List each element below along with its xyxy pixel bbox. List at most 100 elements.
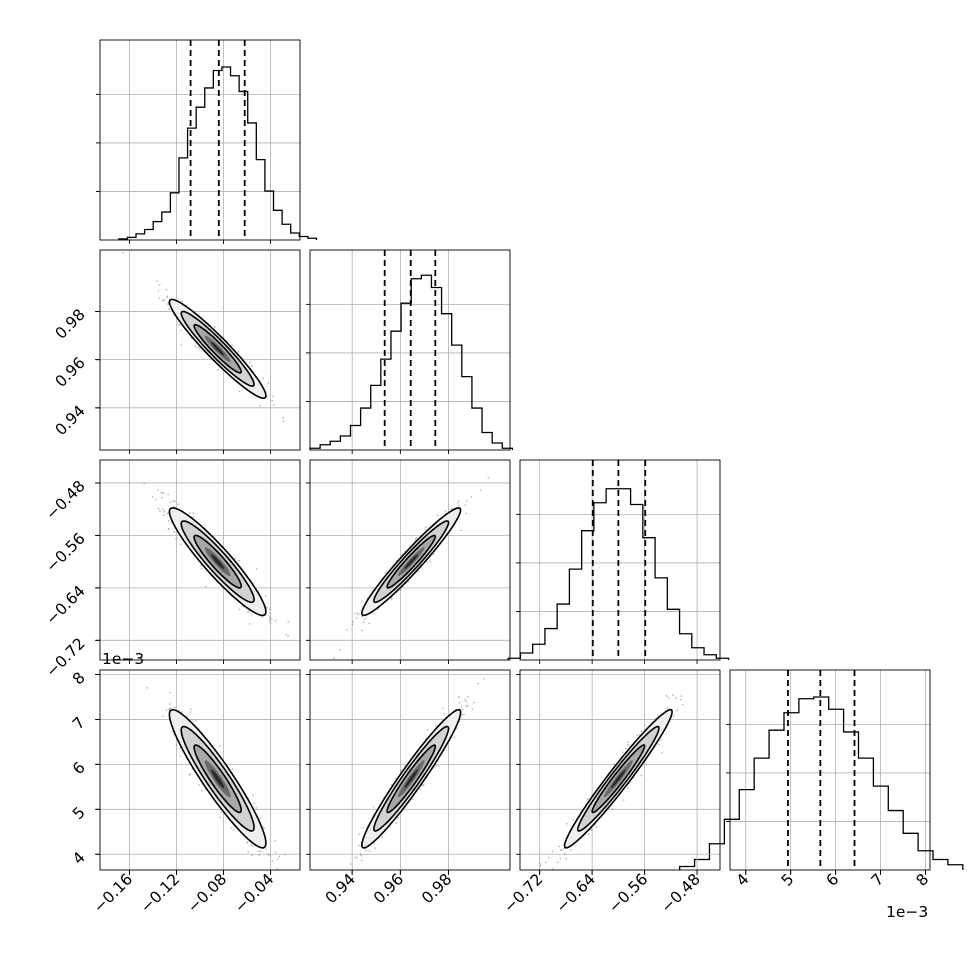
sample-point [269, 615, 271, 618]
sample-point [627, 787, 629, 790]
sample-point [194, 345, 197, 348]
sample-point [356, 612, 359, 615]
panel-frame [309, 249, 511, 451]
sample-point [362, 618, 365, 621]
sample-point [213, 326, 216, 328]
x-tick-label: −0.56 [605, 870, 651, 916]
sample-point [465, 500, 468, 503]
sample-point [188, 773, 191, 775]
sample-point [175, 744, 178, 746]
sample-point [168, 308, 170, 311]
sample-point [673, 714, 675, 717]
sample-point [258, 854, 261, 857]
sample-point [354, 856, 356, 859]
x-tick-label: −0.16 [90, 870, 136, 916]
sample-point [429, 560, 432, 563]
contour-middle [373, 725, 450, 832]
sample-point [247, 851, 250, 854]
sample-point [158, 297, 161, 300]
sample-point [169, 501, 172, 503]
sample-point [415, 537, 418, 540]
sample-point [263, 827, 266, 830]
sample-point [267, 382, 270, 385]
y-tick-label: −0.64 [43, 582, 89, 628]
sample-point [265, 848, 267, 851]
sample-point [282, 420, 285, 423]
sample-point [364, 849, 367, 852]
y-tick-label: −0.56 [43, 530, 89, 576]
sample-point [167, 303, 170, 306]
sample-point [234, 557, 237, 560]
sample-point [399, 588, 402, 591]
sample-point [458, 701, 461, 704]
sample-point [274, 619, 277, 622]
sample-point [660, 751, 663, 754]
scatter-panel-4-2: 0.94 0.96 0.98 [306, 669, 511, 907]
sample-point [197, 346, 200, 349]
sample-point [457, 696, 460, 698]
sample-point [611, 808, 614, 811]
sample-point [671, 694, 674, 696]
sample-point [199, 564, 202, 567]
contour-middle [180, 725, 255, 832]
sample-point [389, 825, 392, 828]
x-tick-label: −0.48 [658, 870, 704, 916]
sample-point [442, 707, 444, 710]
sample-point [265, 606, 268, 609]
sample-point [157, 289, 160, 292]
sample-point [547, 856, 550, 859]
sample-point [464, 698, 466, 701]
sample-point [173, 500, 176, 503]
sample-point [447, 746, 450, 749]
sample-point [284, 853, 287, 856]
sample-point [169, 703, 172, 705]
sample-point [470, 495, 473, 498]
panel-frame [729, 669, 931, 871]
sample-point [181, 300, 184, 303]
sample-point [666, 707, 669, 710]
contour-middle [180, 520, 255, 604]
sample-point [167, 493, 170, 496]
x-tick-label: 0.98 [418, 870, 455, 907]
sample-point [246, 841, 249, 844]
sample-point [199, 348, 201, 350]
sample-point [345, 628, 348, 631]
sample-point [246, 841, 248, 844]
sample-point [169, 707, 172, 710]
sample-point [665, 695, 668, 697]
sample-point [248, 622, 251, 625]
sample-point [590, 828, 593, 831]
sample-point [590, 827, 593, 830]
sample-point [667, 696, 670, 699]
sample-point [268, 617, 271, 619]
sample-point [424, 528, 427, 531]
sample-point [412, 798, 414, 801]
sample-point [232, 828, 235, 831]
sample-point [559, 857, 562, 860]
sample-point [467, 695, 469, 698]
sample-point [163, 514, 165, 517]
contour-inner [386, 534, 437, 589]
sample-point [168, 707, 171, 710]
y-tick-label: −0.72 [43, 634, 89, 680]
x-tick-label: −0.12 [137, 870, 183, 916]
sample-point [264, 595, 267, 598]
sample-point [349, 863, 352, 866]
sample-point [358, 833, 360, 835]
contour-inner [193, 744, 243, 814]
sample-point [471, 708, 474, 710]
sample-point [640, 774, 643, 777]
sample-point [424, 526, 427, 528]
y-tick-label: 6 [69, 758, 89, 778]
sample-point [156, 280, 159, 283]
sample-point [443, 713, 445, 715]
y-tick-label: 7 [69, 714, 89, 734]
sample-point [248, 361, 251, 364]
sample-point [414, 537, 417, 540]
sample-point [397, 816, 400, 819]
histogram-panel-2 [306, 249, 514, 454]
sample-point [657, 714, 660, 717]
sample-point [188, 511, 191, 514]
sample-point [569, 849, 572, 851]
scatter-panel-2-1: 0.94 0.96 0.98 [52, 249, 301, 454]
